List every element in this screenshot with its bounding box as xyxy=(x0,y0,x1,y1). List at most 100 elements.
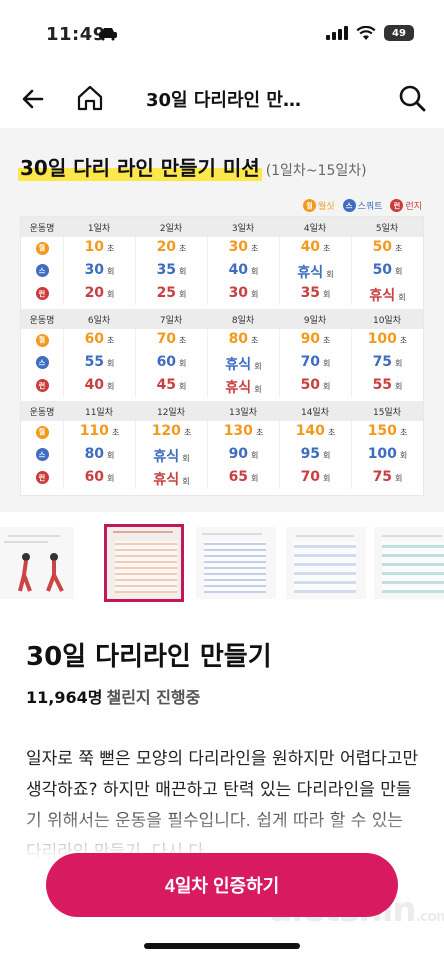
table-cell: 50 회 xyxy=(373,262,403,280)
table-cell: 75 회 xyxy=(373,469,403,487)
table-day-column: 80 초 휴식 회 휴식 회 xyxy=(207,329,279,397)
table-day-column: 30 초 40 회 30 회 xyxy=(207,237,279,305)
table-day-column: 20 초 35 회 25 회 xyxy=(135,237,207,305)
cell-value: 150 xyxy=(367,423,397,440)
cell-value: 30 xyxy=(228,284,249,301)
cell-value: 130 xyxy=(223,423,253,440)
table-day-header: 3일차 xyxy=(231,223,255,234)
thumbnail-4[interactable] xyxy=(286,527,366,599)
cell-unit: 초 xyxy=(111,428,120,438)
cell-unit: 회 xyxy=(107,473,115,483)
table-cell: 90 초 xyxy=(301,331,331,349)
table-cell: 100 회 xyxy=(368,446,408,464)
cell-value: 55 xyxy=(372,376,393,393)
cell-unit: 회 xyxy=(251,266,259,276)
nav-bar: 30일 다리라인 만… xyxy=(0,70,444,128)
participants-count: 11,964명 xyxy=(26,688,103,707)
cell-value: 95 xyxy=(300,445,321,462)
cell-unit: 회 xyxy=(251,473,259,483)
cell-unit: 회 xyxy=(399,450,408,460)
cell-value: 60 xyxy=(156,353,177,370)
cell-value: 20 xyxy=(156,239,177,256)
table-header-label: 운동명 xyxy=(29,407,55,418)
back-arrow-icon[interactable] xyxy=(18,84,48,114)
table-day-header: 10일차 xyxy=(372,315,401,326)
cell-value: 55 xyxy=(84,353,105,370)
cell-value: 100 xyxy=(367,331,397,348)
home-indicator xyxy=(144,943,300,949)
product-title: 30일 다리라인 만들기 xyxy=(26,642,272,672)
status-icons: 49 xyxy=(326,25,414,41)
table-block: 운동명 1일차 2일차 3일차 4일차 5일차 월 스 런 10 초 30 회 20 회 20 초 35 회 25 회 3… xyxy=(21,217,423,305)
table-cell: 55 회 xyxy=(373,377,403,395)
table-day-header: 5일차 xyxy=(375,223,399,234)
table-cell: 휴식 회 xyxy=(153,446,190,465)
table-day-header: 15일차 xyxy=(372,407,401,418)
mission-title: 30일 다리 라인 만들기 미션 xyxy=(18,152,262,181)
exercise-figure-icon xyxy=(18,553,64,592)
search-icon[interactable] xyxy=(396,82,428,114)
legend-label: 월싯 xyxy=(318,202,335,212)
cell-value: 75 xyxy=(372,353,393,370)
table-day-column: 110 초 80 회 60 회 xyxy=(63,421,135,489)
table-cell: 10 초 xyxy=(85,239,115,257)
table-cell: 60 회 xyxy=(157,354,187,372)
cell-value: 35 xyxy=(300,284,321,301)
cell-unit: 회 xyxy=(179,358,187,368)
cell-unit: 회 xyxy=(179,289,187,299)
cell-unit: 회 xyxy=(395,381,403,391)
status-bar: 11:49 49 xyxy=(0,0,444,70)
cell-value: 40 xyxy=(300,239,321,256)
table-cell: 40 회 xyxy=(229,262,259,280)
cell-unit: 초 xyxy=(395,244,403,254)
cell-value: 45 xyxy=(156,376,177,393)
cell-unit: 회 xyxy=(182,476,190,486)
cell-unit: 회 xyxy=(179,266,187,276)
cell-value: 50 xyxy=(300,376,321,393)
cell-unit: 회 xyxy=(323,289,331,299)
cell-unit: 초 xyxy=(399,336,408,346)
thumbnail-2[interactable] xyxy=(104,524,184,602)
table-day-header: 12일차 xyxy=(156,407,185,418)
cell-unit: 초 xyxy=(251,336,259,346)
table-cell: 90 회 xyxy=(229,446,259,464)
cell-value: 90 xyxy=(228,445,249,462)
thumbnail-5[interactable] xyxy=(374,527,444,599)
table-cell: 75 회 xyxy=(373,354,403,372)
cell-value: 휴식 xyxy=(225,356,252,373)
table-header-label: 운동명 xyxy=(29,315,55,326)
thumbnail-1[interactable] xyxy=(0,527,74,599)
table-cell: 150 초 xyxy=(368,423,408,441)
cell-unit: 회 xyxy=(182,453,190,463)
table-cell: 45 회 xyxy=(157,377,187,395)
thumbnail-strip xyxy=(0,523,444,607)
cell-value: 40 xyxy=(228,261,249,278)
table-day-header: 11일차 xyxy=(84,407,113,418)
mission-table: 운동명 1일차 2일차 3일차 4일차 5일차 월 스 런 10 초 30 회 20 회 20 초 35 회 25 회 3… xyxy=(20,216,424,496)
thumbnail-3[interactable] xyxy=(196,527,276,599)
table-cell: 20 회 xyxy=(85,285,115,303)
table-header-label: 운동명 xyxy=(29,223,55,234)
table-cell: 130 초 xyxy=(224,423,264,441)
table-cell: 60 회 xyxy=(85,469,115,487)
legend-item-lunge: 런 런지 xyxy=(390,199,422,212)
main-product-image[interactable]: 30일 다리 라인 만들기 미션 (1일차~15일차) 월 월싯 스 스쿼트 런… xyxy=(0,128,444,512)
cell-value: 20 xyxy=(84,284,105,301)
cell-unit: 회 xyxy=(251,289,259,299)
cell-unit: 회 xyxy=(251,450,259,460)
table-cell: 40 초 xyxy=(301,239,331,257)
cell-unit: 회 xyxy=(254,361,262,371)
home-icon[interactable] xyxy=(74,82,106,114)
certify-button[interactable]: 4일차 인증하기 xyxy=(46,853,398,917)
table-day-column: 120 초 휴식 회 휴식 회 xyxy=(135,421,207,489)
cell-unit: 회 xyxy=(323,358,331,368)
legend-label: 스쿼트 xyxy=(357,202,383,212)
table-cell: 30 초 xyxy=(229,239,259,257)
table-day-header: 7일차 xyxy=(159,315,183,326)
cell-unit: 초 xyxy=(179,336,187,346)
cell-unit: 회 xyxy=(107,381,115,391)
cell-unit: 회 xyxy=(179,381,187,391)
table-block: 운동명 6일차 7일차 8일차 9일차 10일차 월 스 런 60 초 55 회 40 회 70 초 60 회 45 회… xyxy=(21,309,423,397)
cell-unit: 초 xyxy=(179,244,187,254)
cell-value: 휴식 xyxy=(225,379,252,396)
